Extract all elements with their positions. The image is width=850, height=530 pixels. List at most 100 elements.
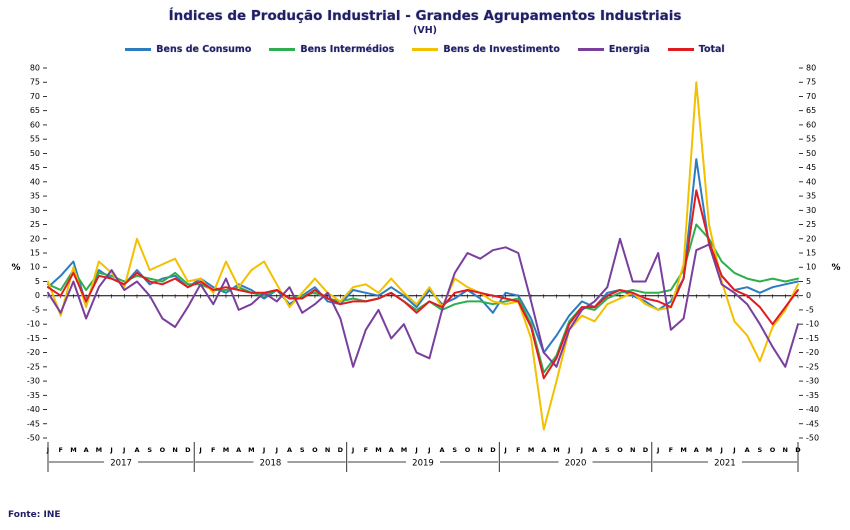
x-month-label: D [643,446,649,454]
x-year-label: 2021 [714,459,736,469]
x-month-label: J [427,446,430,454]
legend-swatch [269,48,296,51]
x-month-label: M [401,446,407,454]
y-tick-label-right: 20 [806,234,816,243]
y-tick-label-left: -40 [27,405,40,414]
legend-item-0: Bens de Consumo [125,44,251,55]
y-axis-unit-left: % [11,263,20,273]
series-line-1 [47,223,799,374]
chart-subtitle: (VH) [413,25,437,36]
x-month-label: A [389,446,394,454]
y-tick-label-left: 10 [30,263,40,272]
legend-label: Total [698,44,725,55]
y-tick-label-left: 60 [30,120,40,129]
legend-swatch [577,48,604,51]
x-year-label: 2018 [260,459,282,469]
y-tick-label-left: 75 [30,78,40,87]
y-tick-label-right: 45 [806,163,816,172]
y-tick-label-left: 50 [30,149,40,158]
y-axis-unit-right: % [831,263,840,273]
x-month-label: A [236,446,241,454]
x-month-label: S [758,446,763,454]
y-tick-label-left: 80 [30,64,40,73]
y-tick-label-left: -35 [27,391,40,400]
y-tick-label-right: 40 [806,177,816,186]
x-month-label: A [440,446,445,454]
chart-title: Índices de Produção Industrial - Grandes… [168,8,682,24]
y-tick-label-right: -40 [806,405,819,414]
y-tick-label-right: 60 [806,120,816,129]
y-tick-label-right: 80 [806,64,816,73]
y-tick-label-right: 75 [806,78,816,87]
y-tick-label-right: -30 [806,377,819,386]
legend-label: Energia [608,44,650,55]
x-month-label: M [706,446,712,454]
x-year-label: 2017 [110,459,132,469]
y-tick-label-left: 70 [30,92,40,101]
y-tick-label-right: -45 [806,419,819,428]
x-month-label: A [134,446,139,454]
x-month-label: S [605,446,610,454]
y-tick-label-right: 70 [806,92,816,101]
legend-item-3: Energia [577,44,650,55]
x-month-label: M [553,446,559,454]
x-month-label: A [592,446,597,454]
legend-label: Bens Intermédios [300,44,395,55]
y-tick-label-left: -30 [27,377,40,386]
y-tick-label-left: 20 [30,234,40,243]
y-tick-label-right: 15 [806,249,816,258]
legend-item-4: Total [667,44,725,55]
x-month-label: A [287,446,292,454]
x-month-label: J [262,446,265,454]
x-month-label: D [185,446,191,454]
legend-item-2: Bens de Investimento [412,44,560,55]
x-month-label: M [375,446,381,454]
x-month-label: J [109,446,112,454]
x-month-label: A [541,446,546,454]
x-month-label: A [694,446,699,454]
y-tick-label-right: 30 [806,206,816,215]
y-tick-label-right: 0 [806,291,811,300]
y-tick-label-right: 50 [806,149,816,158]
x-month-label: N [477,446,482,454]
x-month-label: O [160,446,166,454]
x-month-label: J [275,446,278,454]
x-month-label: J [656,446,659,454]
y-tick-label-left: 65 [30,106,40,115]
y-tick-label-left: 25 [30,220,40,229]
y-tick-label-right: 5 [806,277,811,286]
x-month-label: J [720,446,723,454]
x-month-label: M [528,446,534,454]
x-month-label: S [147,446,152,454]
x-month-label: J [351,446,354,454]
x-month-label: N [783,446,788,454]
x-month-label: M [680,446,686,454]
x-month-label: O [312,446,318,454]
x-month-label: F [516,446,520,454]
x-month-label: J [46,446,49,454]
y-tick-label-left: -45 [27,419,40,428]
x-month-label: A [84,446,89,454]
y-tick-label-right: -25 [806,362,819,371]
x-month-label: S [452,446,457,454]
x-month-label: J [414,446,417,454]
y-tick-label-right: 35 [806,192,816,201]
x-month-label: J [732,446,735,454]
x-month-label: O [770,446,776,454]
x-month-label: S [300,446,305,454]
x-month-label: M [70,446,76,454]
y-tick-label-left: 5 [35,277,40,286]
legend-item-1: Bens Intermédios [269,44,394,55]
y-tick-label-left: -20 [27,348,40,357]
x-month-label: F [669,446,673,454]
x-month-label: N [172,446,177,454]
x-month-label: M [248,446,254,454]
x-month-label: O [617,446,623,454]
y-tick-label-left: -50 [27,434,40,443]
x-month-label: N [325,446,330,454]
x-month-label: A [745,446,750,454]
y-tick-label-left: 45 [30,163,40,172]
y-tick-label-right: -15 [806,334,819,343]
y-tick-label-right: 10 [806,263,816,272]
